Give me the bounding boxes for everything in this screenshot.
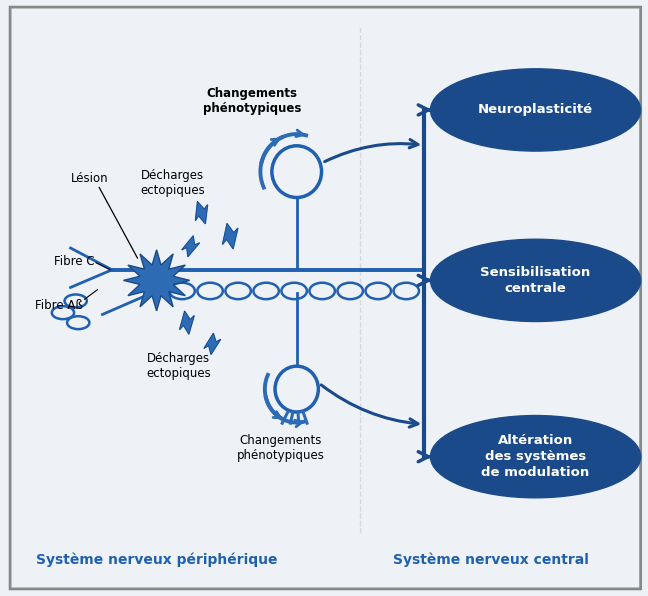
Polygon shape [179,311,194,334]
Ellipse shape [169,283,195,299]
Text: Fibre Aß: Fibre Aß [36,299,84,312]
Polygon shape [196,201,207,224]
Text: Fibre C: Fibre C [54,255,95,268]
Ellipse shape [430,69,641,151]
Text: Changements
phénotypiques: Changements phénotypiques [237,434,325,462]
Ellipse shape [272,146,321,197]
Ellipse shape [393,283,419,299]
Ellipse shape [310,283,335,299]
Text: Sensibilisation
centrale: Sensibilisation centrale [480,266,591,295]
Ellipse shape [430,415,641,498]
Polygon shape [124,250,190,311]
Text: Système nerveux périphérique: Système nerveux périphérique [36,552,277,567]
Ellipse shape [52,306,74,319]
Text: Décharges
ectopiques: Décharges ectopiques [140,169,205,197]
Text: Système nerveux central: Système nerveux central [393,552,589,567]
Text: Changements
phénotypiques: Changements phénotypiques [203,87,301,115]
Ellipse shape [226,283,251,299]
Ellipse shape [253,283,279,299]
Text: Neuroplasticité: Neuroplasticité [478,104,593,116]
Text: Altération
des systèmes
de modulation: Altération des systèmes de modulation [481,434,590,479]
Text: Décharges
ectopiques: Décharges ectopiques [146,352,211,380]
Polygon shape [181,236,200,257]
Ellipse shape [65,294,87,308]
Ellipse shape [198,283,223,299]
Text: Lésion: Lésion [71,172,108,185]
Ellipse shape [338,283,363,299]
Ellipse shape [67,316,89,329]
FancyBboxPatch shape [10,7,641,589]
Polygon shape [222,224,238,249]
Ellipse shape [430,239,641,321]
Ellipse shape [365,283,391,299]
Ellipse shape [275,366,318,412]
Ellipse shape [281,283,307,299]
Polygon shape [204,333,220,355]
